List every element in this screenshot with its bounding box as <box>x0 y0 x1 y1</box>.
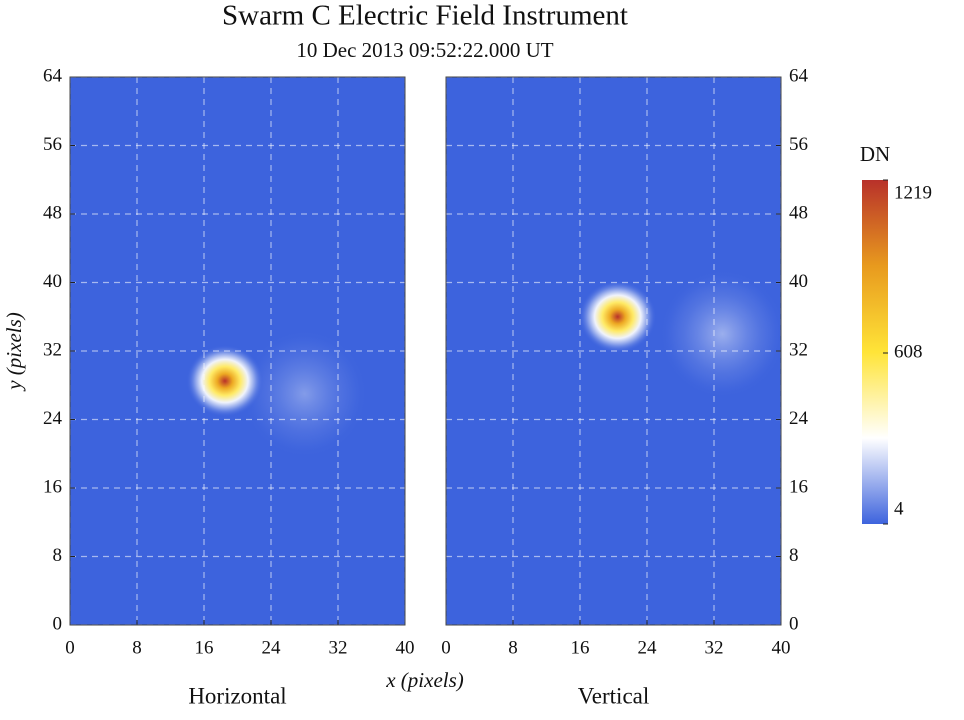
colorbar <box>862 180 888 524</box>
panel-label: Vertical <box>578 683 650 708</box>
x-tick-label: 24 <box>262 637 282 658</box>
y-tick-label: 8 <box>53 545 63 566</box>
y-tick-label: 0 <box>53 613 63 634</box>
heat-spot <box>579 280 657 353</box>
panel <box>446 77 781 625</box>
x-tick-label: 8 <box>132 637 142 658</box>
y-tick-label: 32 <box>43 339 62 360</box>
x-tick-label: 16 <box>195 637 214 658</box>
heat-spot <box>659 269 781 399</box>
x-tick-label: 40 <box>772 637 791 658</box>
colorbar-tick-label: 1219 <box>894 182 932 203</box>
y-tick-label: 0 <box>789 613 799 634</box>
heat-spot <box>186 345 264 417</box>
y-tick-label: 24 <box>789 408 809 429</box>
chart-title: Swarm C Electric Field Instrument <box>222 0 628 32</box>
y-tick-label: 48 <box>789 202 808 223</box>
x-tick-label: 32 <box>705 637 724 658</box>
y-tick-label: 8 <box>789 545 799 566</box>
y-tick-label: 40 <box>789 271 808 292</box>
x-tick-label: 40 <box>396 637 415 658</box>
x-axis-label: x (pixels) <box>385 668 464 692</box>
y-tick-label: 24 <box>43 408 63 429</box>
x-tick-label: 0 <box>65 637 75 658</box>
colorbar-tick-label: 608 <box>894 341 923 362</box>
x-tick-label: 24 <box>638 637 658 658</box>
x-tick-label: 32 <box>329 637 348 658</box>
plot-frame <box>445 76 782 626</box>
heat-spot <box>241 329 368 459</box>
colorbar-tick-label: 4 <box>894 498 904 519</box>
y-tick-label: 56 <box>43 134 62 155</box>
y-tick-label: 64 <box>43 65 63 86</box>
y-tick-label: 16 <box>43 476 62 497</box>
chart-subtitle: 10 Dec 2013 09:52:22.000 UT <box>296 38 553 62</box>
y-axis-label: y (pixels) <box>2 312 26 392</box>
x-tick-label: 0 <box>441 637 451 658</box>
y-tick-label: 16 <box>789 476 808 497</box>
colorbar-label: DN <box>860 142 890 166</box>
y-tick-label: 48 <box>43 202 62 223</box>
plot-frame <box>69 76 406 626</box>
y-tick-label: 40 <box>43 271 62 292</box>
panel-label: Horizontal <box>188 683 286 708</box>
panel <box>70 77 405 625</box>
x-tick-label: 16 <box>571 637 590 658</box>
x-tick-label: 8 <box>508 637 518 658</box>
y-tick-label: 56 <box>789 134 808 155</box>
y-tick-label: 64 <box>789 65 809 86</box>
y-tick-label: 32 <box>789 339 808 360</box>
